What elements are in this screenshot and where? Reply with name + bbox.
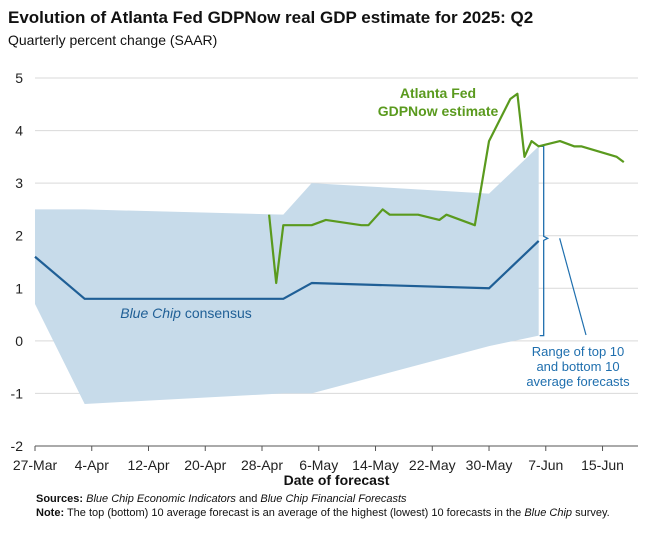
range-label-line: average forecasts xyxy=(526,374,630,389)
bluechip-label-rest: consensus xyxy=(181,305,252,321)
note-italic: Blue Chip xyxy=(524,507,573,519)
bluechip-label-italic: Blue Chip xyxy=(120,305,181,321)
x-tick-label: 30-May xyxy=(466,457,513,473)
x-tick-label: 4-Apr xyxy=(75,457,110,473)
y-tick-label: 5 xyxy=(15,70,23,86)
x-tick-label: 12-Apr xyxy=(127,457,169,473)
x-tick-label: 6-May xyxy=(299,457,338,473)
y-tick-label: 1 xyxy=(15,280,23,296)
gdpnow-line xyxy=(268,92,625,285)
x-tick-label: 20-Apr xyxy=(184,457,226,473)
y-tick-label: -2 xyxy=(11,438,24,454)
note-line: Note: The top (bottom) 10 average foreca… xyxy=(36,506,636,520)
x-tick-label: 22-May xyxy=(409,457,456,473)
y-tick-label: 4 xyxy=(15,123,23,139)
bluechip-label: Blue Chip consensus xyxy=(120,305,252,321)
y-tick-label: 2 xyxy=(15,228,23,244)
range-callout-line xyxy=(559,238,587,336)
range-bracket xyxy=(539,145,550,337)
note-label: Note: xyxy=(36,507,65,519)
chart-canvas: -2 -1 0 1 2 3 4 5 27-Mar 4-Apr 12-Apr 20-Apr 28-Apr 6… xyxy=(11,70,638,488)
note-text2: survey. xyxy=(572,507,610,519)
y-tick-label: 3 xyxy=(15,175,23,191)
x-tick-label: 15-Jun xyxy=(581,457,624,473)
sources-and: and xyxy=(235,493,261,505)
note-text1: The top (bottom) 10 average forecast is … xyxy=(64,507,525,519)
x-axis-label: Date of forecast xyxy=(284,472,390,488)
chart-subtitle: Quarterly percent change (SAAR) xyxy=(8,32,218,48)
sources-label: Sources: xyxy=(36,493,84,505)
gdpnow-label-line: GDPNow estimate xyxy=(378,103,499,119)
x-tick-label: 27-Mar xyxy=(13,457,58,473)
x-tick-label: 28-Apr xyxy=(241,457,283,473)
range-band xyxy=(35,146,539,404)
y-tick-label: 0 xyxy=(15,333,23,349)
chart-title: Evolution of Atlanta Fed GDPNow real GDP… xyxy=(8,8,534,27)
y-tick-label: -1 xyxy=(11,385,24,401)
footer: Sources: Blue Chip Economic Indicators a… xyxy=(36,492,636,520)
range-label-line: and bottom 10 xyxy=(536,359,619,374)
bluechip-line xyxy=(34,240,540,300)
range-label-line: Range of top 10 xyxy=(532,344,625,359)
gdpnow-label-line: Atlanta Fed xyxy=(400,85,476,101)
x-tick-label: 7-Jun xyxy=(528,457,563,473)
sources-part1: Blue Chip Economic Indicators xyxy=(86,493,236,505)
sources-part2: Blue Chip Financial Forecasts xyxy=(260,493,407,505)
x-tick-label: 14-May xyxy=(352,457,399,473)
sources-line: Sources: Blue Chip Economic Indicators a… xyxy=(36,492,636,506)
